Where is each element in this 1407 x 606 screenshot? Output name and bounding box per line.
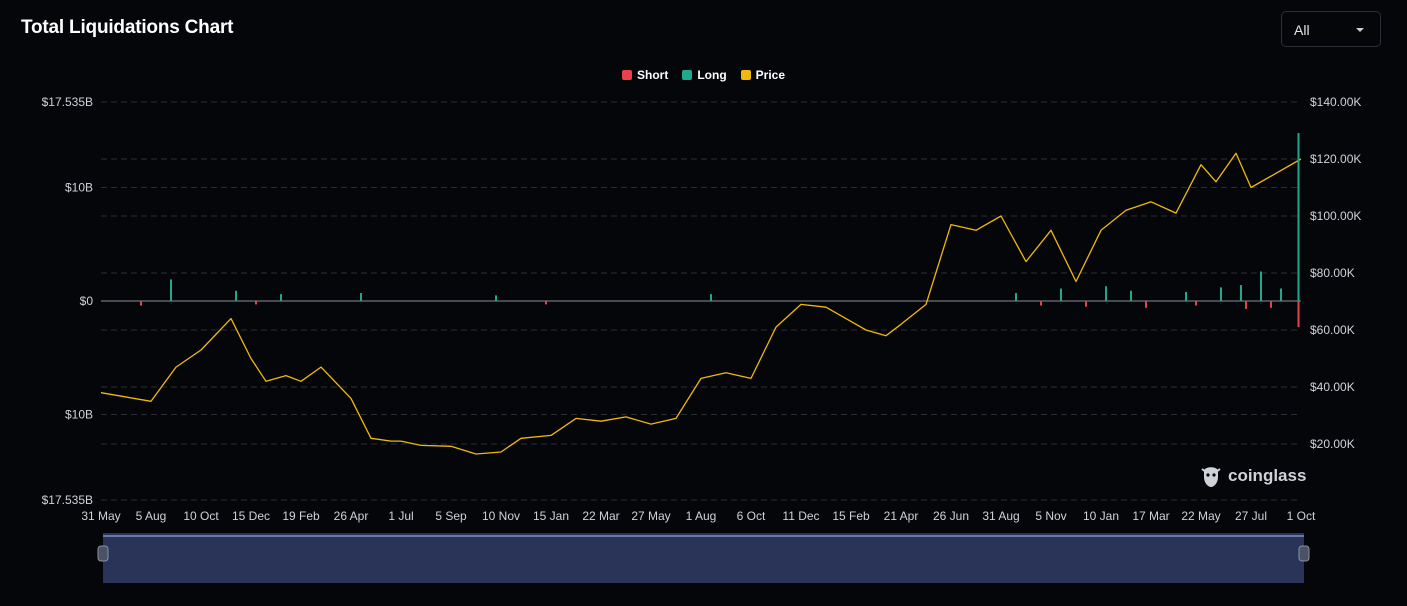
x-tick-label: 10 Jan xyxy=(1083,509,1119,523)
long-bar xyxy=(1280,288,1282,301)
x-tick-label: 15 Jan xyxy=(533,509,569,523)
navigator-left-handle[interactable] xyxy=(97,545,109,562)
long-bar xyxy=(1185,291,1187,301)
x-tick-label: 19 Feb xyxy=(282,509,320,523)
coinglass-logo: coinglass xyxy=(1200,463,1306,489)
navigator-right-handle[interactable] xyxy=(1298,545,1310,562)
x-tick-label: 31 Aug xyxy=(982,509,1019,523)
long-bar xyxy=(1297,133,1300,301)
x-tick-label: 27 Jul xyxy=(1235,509,1267,523)
x-tick-label: 27 May xyxy=(631,509,670,523)
short-bar xyxy=(1085,301,1087,307)
y-right-tick-label: $120.00K xyxy=(1310,152,1361,166)
short-bar xyxy=(1145,301,1147,308)
chevron-down-icon xyxy=(1356,28,1364,32)
x-tick-label: 1 Oct xyxy=(1287,509,1316,523)
short-bar xyxy=(255,301,257,305)
short-bar xyxy=(1270,301,1272,308)
page-title: Total Liquidations Chart xyxy=(21,17,234,38)
price-line xyxy=(100,152,1302,455)
x-tick-label: 31 May xyxy=(81,509,120,523)
long-bar xyxy=(1015,293,1017,301)
legend-label-long: Long xyxy=(697,68,727,82)
x-tick-label: 11 Dec xyxy=(782,509,819,523)
long-bar xyxy=(1060,288,1062,301)
chart-legend: Short Long Price xyxy=(0,68,1407,82)
x-tick-label: 5 Aug xyxy=(136,509,167,523)
y-left-tick-label: $10B xyxy=(65,407,93,421)
long-bar xyxy=(170,279,172,301)
x-tick-label: 10 Oct xyxy=(183,509,219,523)
x-tick-label: 26 Apr xyxy=(334,509,369,523)
y-right-tick-label: $40.00K xyxy=(1310,380,1355,394)
legend-item-price[interactable]: Price xyxy=(740,68,786,82)
short-bar xyxy=(545,301,547,305)
short-bar xyxy=(1195,301,1197,306)
long-bar xyxy=(1260,271,1262,301)
y-left-tick-label: $17.535B xyxy=(42,95,93,109)
x-tick-label: 26 Jun xyxy=(933,509,969,523)
x-tick-label: 17 Mar xyxy=(1132,509,1169,523)
time-range-select[interactable]: All xyxy=(1281,11,1381,47)
short-bar xyxy=(1297,301,1300,328)
legend-label-short: Short xyxy=(636,68,669,82)
legend-item-long[interactable]: Long xyxy=(682,68,727,82)
y-left-tick-label: $10B xyxy=(65,181,93,195)
x-tick-label: 1 Jul xyxy=(388,509,413,523)
y-left-tick-label: $17.535B xyxy=(42,493,93,507)
x-tick-label: 10 Nov xyxy=(482,509,520,523)
y-right-tick-label: $140.00K xyxy=(1310,95,1361,109)
time-range-value: All xyxy=(1294,22,1310,38)
x-tick-label: 5 Sep xyxy=(435,509,467,523)
long-bar xyxy=(1220,287,1222,301)
short-swatch xyxy=(621,70,632,80)
y-right-tick-label: $80.00K xyxy=(1310,266,1355,280)
x-tick-label: 15 Feb xyxy=(832,509,870,523)
x-tick-label: 1 Aug xyxy=(686,509,717,523)
x-tick-label: 5 Nov xyxy=(1035,509,1066,523)
x-tick-label: 21 Apr xyxy=(884,509,919,523)
long-swatch xyxy=(682,70,693,80)
short-bar xyxy=(1245,301,1247,309)
long-bar xyxy=(1240,285,1242,301)
legend-item-short[interactable]: Short xyxy=(621,68,669,82)
short-bar xyxy=(140,301,142,306)
coinglass-logo-icon xyxy=(1201,467,1221,487)
long-bar xyxy=(235,290,237,301)
y-right-tick-label: $100.00K xyxy=(1310,209,1361,223)
range-navigator xyxy=(103,533,1304,583)
long-bar xyxy=(1130,290,1132,301)
x-tick-label: 22 May xyxy=(1181,509,1220,523)
y-right-tick-label: $60.00K xyxy=(1310,323,1355,337)
y-right-tick-label: $20.00K xyxy=(1310,437,1355,451)
long-bar xyxy=(710,294,712,301)
long-bar xyxy=(495,295,497,301)
x-tick-label: 22 Mar xyxy=(582,509,619,523)
short-bar xyxy=(1040,301,1042,306)
legend-label-price: Price xyxy=(755,68,786,82)
long-bar xyxy=(280,294,282,301)
price-swatch xyxy=(740,70,751,80)
y-left-tick-label: $0 xyxy=(80,294,94,308)
long-bar xyxy=(360,293,362,301)
x-tick-label: 15 Dec xyxy=(232,509,270,523)
logo-text: coinglass xyxy=(1228,466,1307,485)
long-bar xyxy=(1105,286,1107,301)
x-tick-label: 6 Oct xyxy=(737,509,766,523)
